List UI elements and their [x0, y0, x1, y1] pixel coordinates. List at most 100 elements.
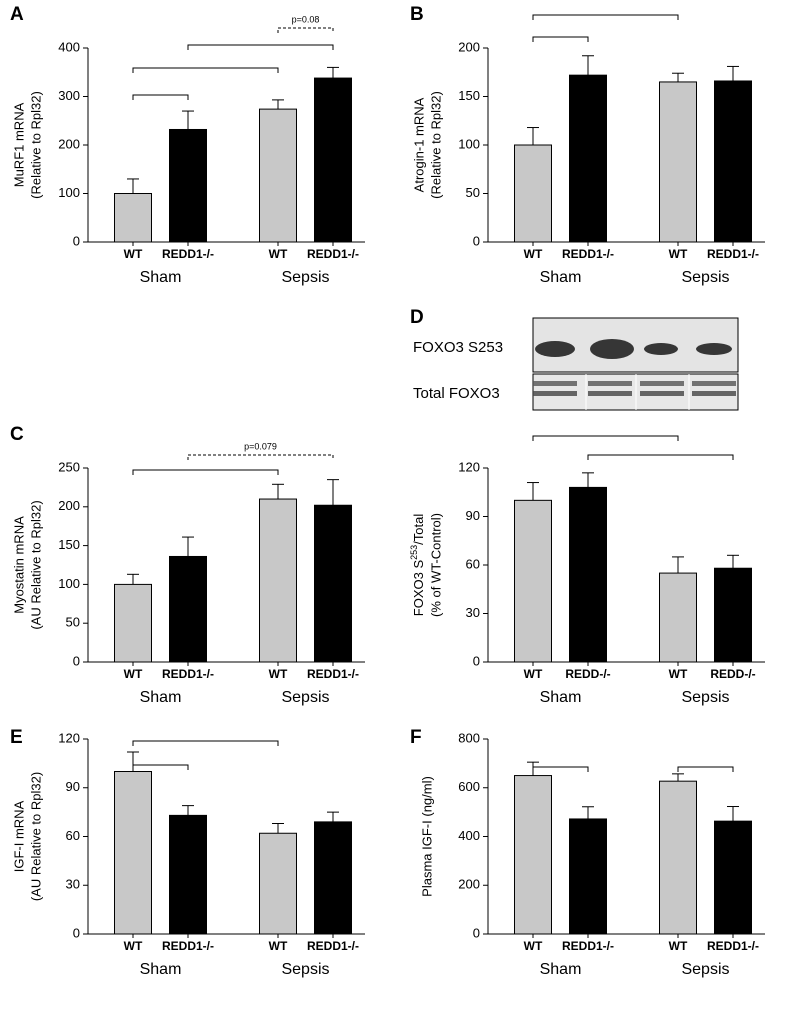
panel-label: D	[410, 307, 424, 328]
y-tick-label: 200	[58, 136, 80, 151]
y-tick-label: 0	[73, 233, 80, 248]
x-tick-label: REDD1-/-	[307, 247, 359, 261]
x-tick-label: REDD1-/-	[707, 247, 759, 261]
y-axis-label: Myostatin mRNA	[11, 516, 26, 614]
panel-label: E	[10, 727, 23, 748]
blot-label: FOXO3 S253	[413, 339, 503, 356]
y-tick-label: 30	[66, 877, 80, 892]
blot-band	[533, 391, 577, 396]
y-tick-label: 400	[58, 39, 80, 54]
y-axis-label: (Relative to Rpl32)	[28, 91, 43, 199]
blot-band	[533, 381, 577, 386]
significance-bracket	[532, 766, 589, 772]
y-tick-label: 50	[466, 185, 480, 200]
x-tick-label: WT	[524, 247, 543, 261]
significance-bracket	[277, 27, 334, 33]
y-tick-label: 200	[458, 877, 480, 892]
y-tick-label: 200	[458, 39, 480, 54]
significance-bracket	[187, 44, 334, 50]
y-tick-label: 300	[58, 88, 80, 103]
bar	[514, 144, 552, 243]
x-tick-label: REDD1-/-	[562, 939, 614, 953]
significance-bracket	[532, 435, 679, 441]
y-tick-label: 200	[58, 498, 80, 513]
significance-bracket	[132, 67, 279, 73]
annotation: p=0.08	[292, 14, 320, 24]
group-label: Sepsis	[281, 269, 329, 286]
x-tick-label: REDD1-/-	[562, 247, 614, 261]
group-label: Sham	[540, 961, 582, 978]
bar	[569, 74, 607, 243]
blot-band	[588, 381, 632, 386]
y-tick-label: 800	[458, 730, 480, 745]
y-axis-label: (% of WT-Control)	[428, 513, 443, 617]
group-label: Sepsis	[281, 689, 329, 706]
y-tick-label: 100	[58, 185, 80, 200]
blot-band	[692, 381, 736, 386]
bar	[314, 821, 352, 935]
bar	[569, 818, 607, 935]
blot-band	[692, 391, 736, 396]
group-label: Sham	[540, 269, 582, 286]
y-tick-label: 0	[73, 653, 80, 668]
x-tick-label: WT	[124, 939, 143, 953]
group-label: Sham	[540, 689, 582, 706]
y-axis-label-part: FOXO3 S	[411, 560, 426, 617]
blot-band	[640, 391, 684, 396]
significance-bracket	[677, 766, 734, 772]
group-label: Sepsis	[681, 689, 729, 706]
bar	[659, 780, 697, 935]
x-tick-label: WT	[669, 939, 688, 953]
bar	[114, 583, 152, 663]
blot-label: Total FOXO3	[413, 385, 500, 402]
bar	[169, 814, 207, 935]
annotation: p=0.079	[244, 441, 277, 451]
y-tick-label: 400	[458, 828, 480, 843]
significance-bracket	[587, 454, 734, 460]
bar	[259, 498, 297, 663]
y-axis-label: (AU Relative to Rpl32)	[28, 772, 43, 901]
x-tick-label: WT	[124, 247, 143, 261]
y-tick-label: 100	[58, 576, 80, 591]
y-tick-label: 120	[58, 730, 80, 745]
blot-band	[535, 341, 575, 357]
x-tick-label: WT	[269, 247, 288, 261]
y-tick-label: 30	[466, 605, 480, 620]
blot-band	[590, 339, 634, 359]
bar	[514, 775, 552, 935]
bar	[714, 567, 752, 663]
y-tick-label: 0	[473, 653, 480, 668]
significance-bracket	[187, 454, 334, 460]
x-tick-label: REDD1-/-	[162, 939, 214, 953]
bar	[314, 504, 352, 663]
y-tick-label: 0	[473, 233, 480, 248]
blot-band	[696, 343, 732, 355]
significance-bracket	[532, 36, 589, 42]
bar	[114, 193, 152, 243]
x-tick-label: REDD-/-	[710, 667, 755, 681]
y-tick-label: 50	[66, 615, 80, 630]
blot-band	[640, 381, 684, 386]
y-tick-label: 100	[458, 136, 480, 151]
bar	[169, 128, 207, 243]
bar	[314, 77, 352, 243]
y-tick-label: 0	[473, 925, 480, 940]
group-label: Sepsis	[281, 961, 329, 978]
group-label: Sepsis	[681, 961, 729, 978]
y-axis-label: Atrogin-1 mRNA	[411, 97, 426, 192]
significance-bracket	[132, 94, 189, 100]
group-label: Sepsis	[681, 269, 729, 286]
x-tick-label: WT	[669, 667, 688, 681]
group-label: Sham	[140, 689, 182, 706]
bar	[659, 572, 697, 663]
group-label: Sham	[140, 269, 182, 286]
significance-bracket	[132, 740, 279, 746]
significance-bracket	[132, 764, 189, 770]
y-axis-label: (Relative to Rpl32)	[428, 91, 443, 199]
y-axis-label: (AU Relative to Rpl32)	[28, 500, 43, 629]
y-tick-label: 60	[466, 556, 480, 571]
x-tick-label: REDD-/-	[565, 667, 610, 681]
bar	[259, 108, 297, 243]
y-axis-label: MuRF1 mRNA	[11, 102, 26, 187]
y-tick-label: 90	[466, 508, 480, 523]
